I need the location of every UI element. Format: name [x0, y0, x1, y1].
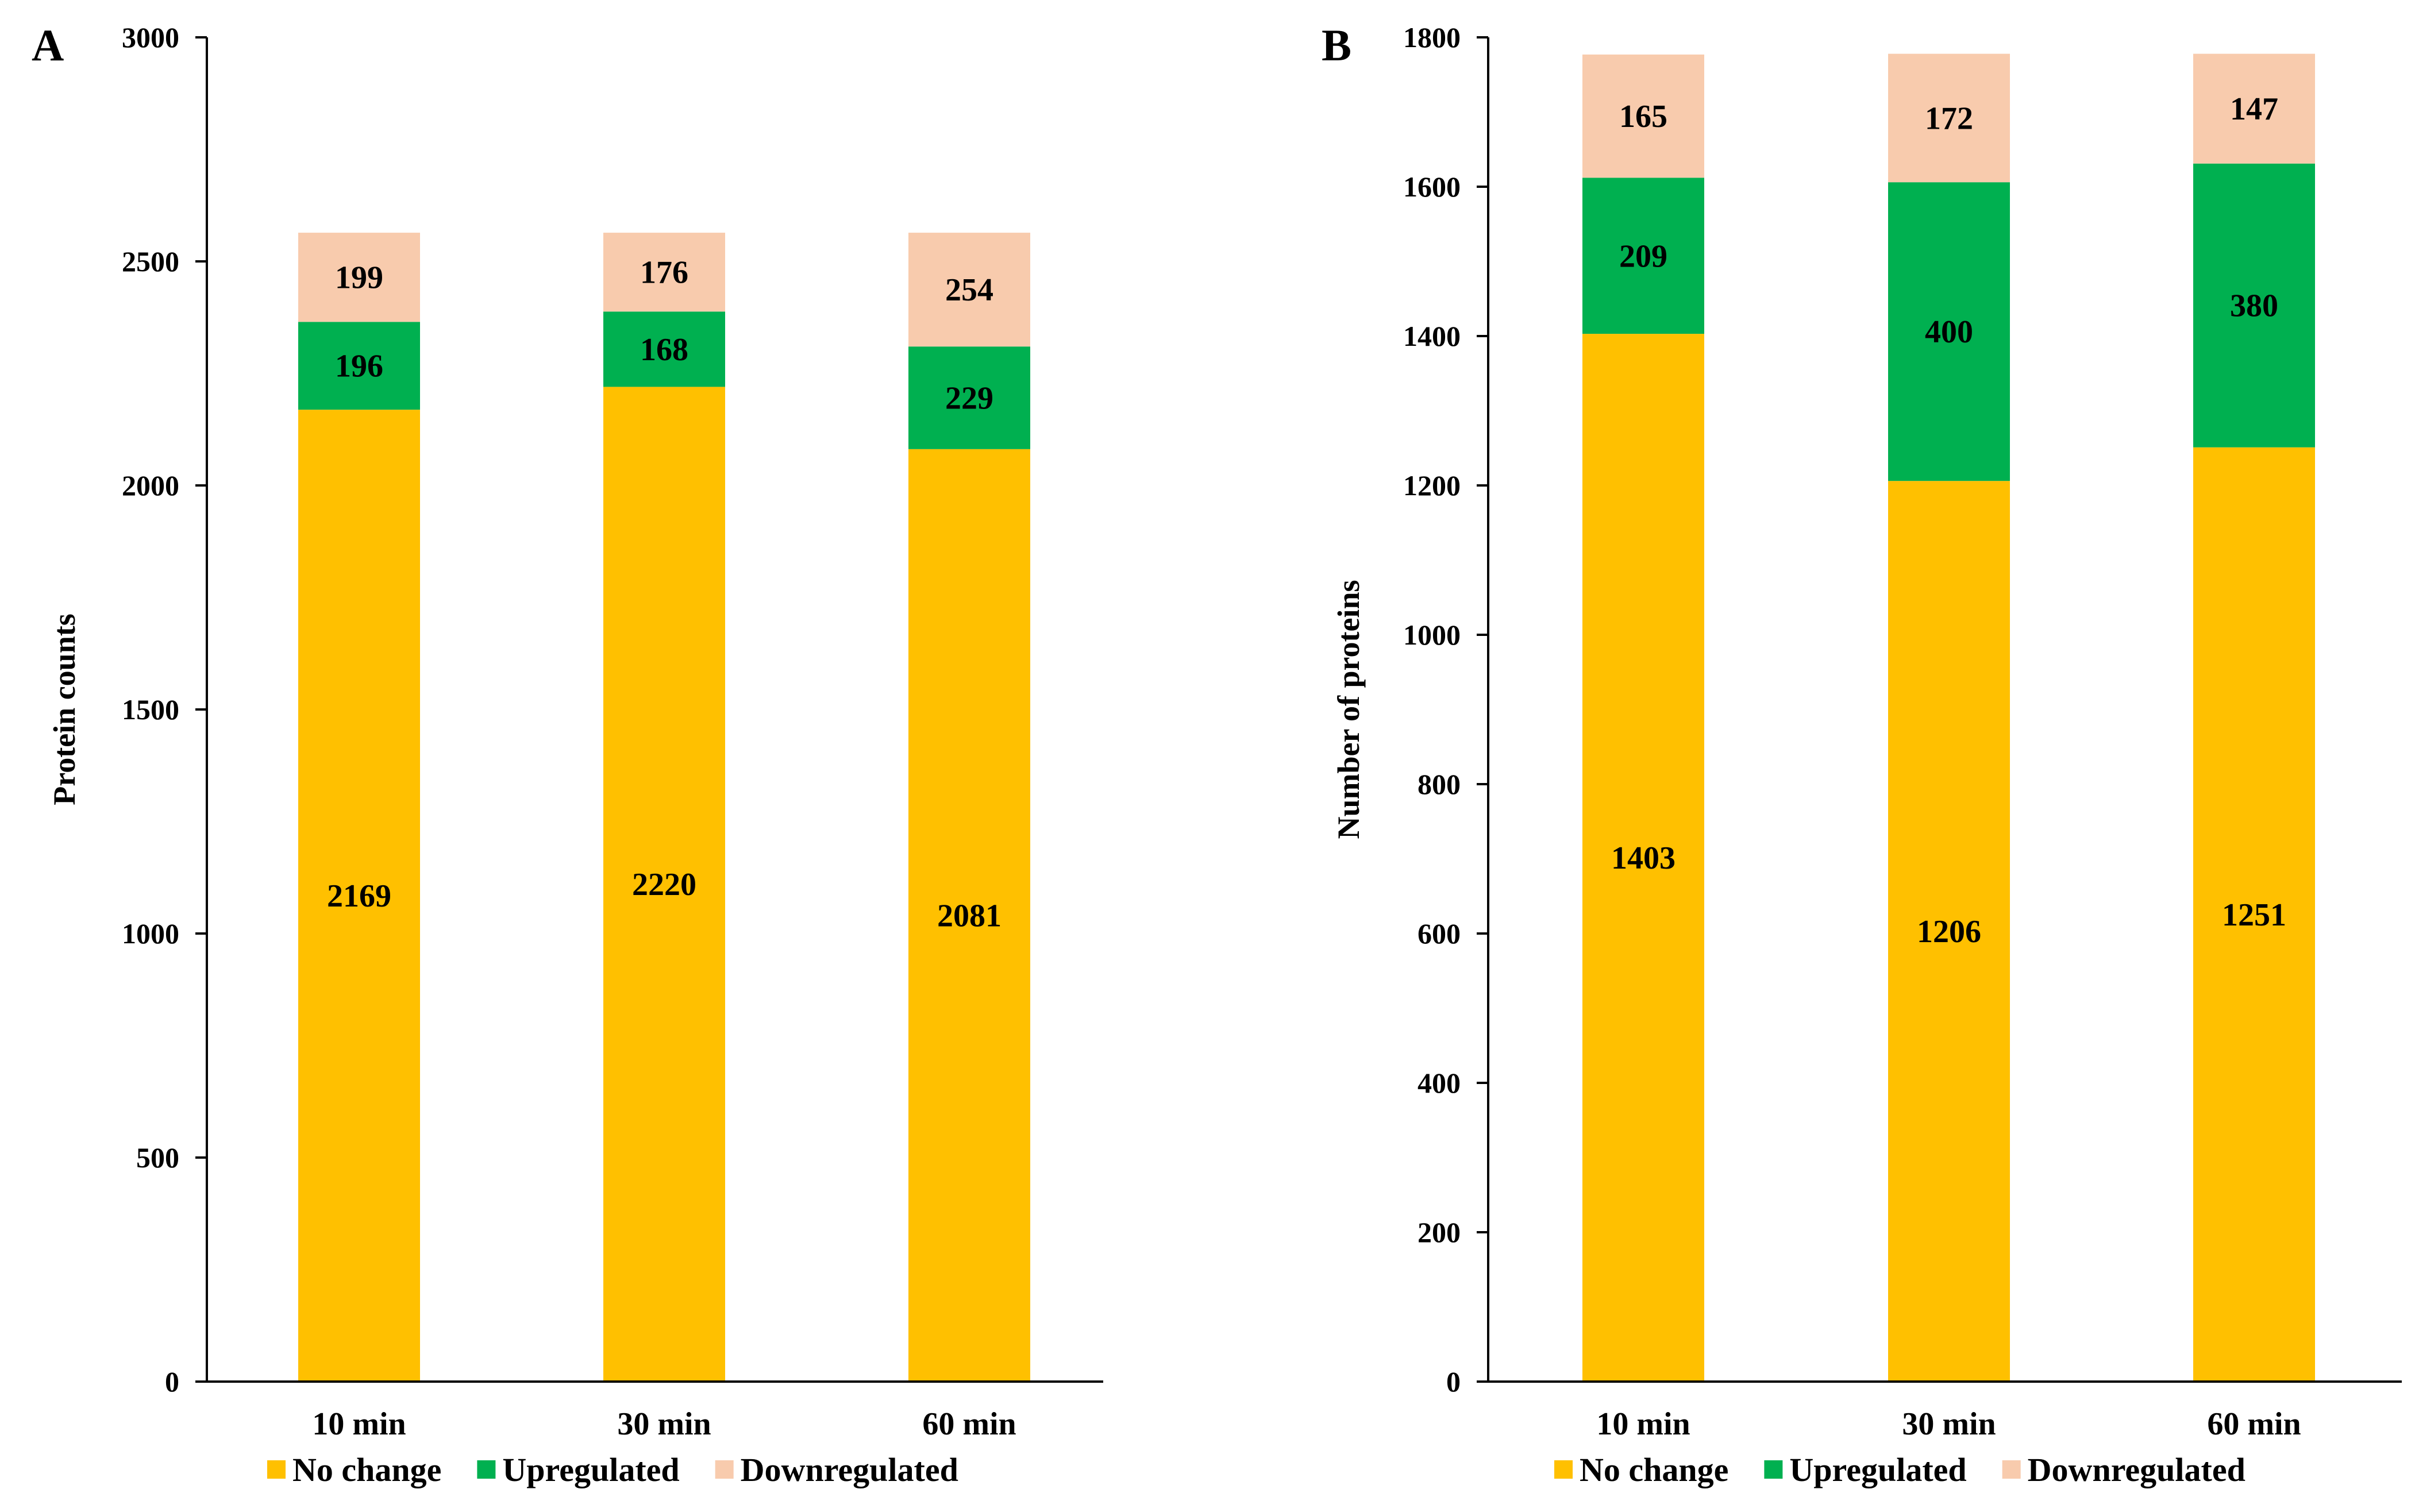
bar-b-downregulated-2: [1888, 53, 2010, 183]
x-tick-label-b-3: 60 min: [2207, 1406, 2301, 1442]
bar-b-upregulated-2: [1888, 182, 2010, 481]
data-label-a-upregulated-2: 168: [640, 332, 688, 368]
x-tick-label-a-2: 30 min: [617, 1406, 711, 1442]
data-label-a-upregulated-1: 196: [335, 349, 383, 384]
y-tick-label-a-1: 500: [136, 1141, 179, 1174]
y-tick-label-a-2: 1000: [122, 917, 179, 950]
legend-label-b-downregulated: Downregulated: [2028, 1451, 2245, 1488]
bar-a-no-change-1: [298, 410, 420, 1382]
y-tick-label-a-5: 2500: [122, 245, 179, 277]
data-label-a-upregulated-3: 229: [945, 381, 993, 416]
y-tick-label-b-4: 800: [1418, 768, 1461, 800]
y-tick-label-b-5: 1000: [1403, 619, 1461, 651]
bar-a-downregulated-2: [603, 233, 725, 312]
legend-swatch-a-no-change: [267, 1460, 286, 1479]
panel-b-label: B: [1322, 20, 1351, 70]
y-tick-label-b-2: 400: [1418, 1067, 1461, 1099]
y-tick-label-a-0: 0: [165, 1366, 179, 1398]
y-axis-title-a: Protein counts: [47, 614, 82, 805]
y-tick-label-b-9: 1800: [1403, 21, 1461, 53]
y-tick-label-b-7: 1400: [1403, 320, 1461, 352]
data-label-a-downregulated-1: 199: [335, 260, 383, 296]
bar-b-upregulated-1: [1582, 178, 1704, 334]
panel-a-label: A: [32, 20, 64, 70]
data-label-a-downregulated-2: 176: [640, 255, 688, 291]
data-label-b-downregulated-2: 172: [1925, 101, 1973, 136]
x-tick-label-b-2: 30 min: [1902, 1406, 1996, 1442]
y-tick-label-b-6: 1200: [1403, 469, 1461, 502]
data-label-b-upregulated-1: 209: [1619, 238, 1667, 274]
bar-a-no-change-2: [603, 387, 725, 1382]
y-tick-label-b-0: 0: [1446, 1366, 1461, 1398]
data-label-b-upregulated-3: 380: [2230, 288, 2278, 324]
legend-label-b-upregulated: Upregulated: [1789, 1451, 1966, 1488]
y-tick-label-a-3: 1500: [122, 693, 179, 726]
bar-a-no-change-3: [908, 449, 1030, 1382]
data-label-a-no-change-1: 2169: [327, 878, 391, 914]
data-label-a-no-change-2: 2220: [632, 867, 696, 902]
bar-a-upregulated-2: [603, 311, 725, 387]
legend-swatch-b-downregulated: [2002, 1460, 2021, 1479]
legend-label-a-no-change: No change: [292, 1451, 441, 1488]
data-label-b-downregulated-1: 165: [1619, 99, 1667, 134]
y-tick-label-b-3: 600: [1418, 917, 1461, 950]
bar-b-no-change-2: [1888, 481, 2010, 1382]
legend-label-b-no-change: No change: [1580, 1451, 1728, 1488]
legend-label-a-upregulated: Upregulated: [502, 1451, 679, 1488]
bar-a-downregulated-1: [298, 233, 420, 322]
data-label-b-downregulated-3: 147: [2230, 91, 2278, 127]
bar-b-upregulated-3: [2193, 163, 2315, 448]
legend-label-a-downregulated: Downregulated: [741, 1451, 958, 1488]
data-label-a-no-change-3: 2081: [937, 898, 1002, 934]
x-tick-label-b-1: 10 min: [1596, 1406, 1690, 1442]
data-label-b-no-change-2: 1206: [1917, 914, 1981, 950]
bar-b-downregulated-1: [1582, 54, 1704, 178]
x-tick-label-a-3: 60 min: [922, 1406, 1016, 1442]
data-label-a-downregulated-3: 254: [945, 272, 993, 308]
data-label-b-upregulated-2: 400: [1925, 314, 1973, 350]
y-axis-title-b: Number of proteins: [1331, 580, 1366, 839]
bar-a-upregulated-3: [908, 346, 1030, 449]
bar-b-no-change-1: [1582, 334, 1704, 1382]
legend-swatch-a-downregulated: [715, 1460, 734, 1479]
y-tick-label-a-4: 2000: [122, 469, 179, 502]
y-tick-label-b-8: 1600: [1403, 171, 1461, 203]
legend-swatch-a-upregulated: [477, 1460, 496, 1479]
legend-swatch-b-upregulated: [1764, 1460, 1783, 1479]
data-label-b-no-change-3: 1251: [2222, 897, 2286, 933]
bar-a-upregulated-1: [298, 322, 420, 410]
bar-b-downregulated-3: [2193, 53, 2315, 164]
data-label-b-no-change-1: 1403: [1611, 840, 1676, 876]
y-tick-label-b-1: 200: [1418, 1216, 1461, 1248]
y-tick-label-a-6: 3000: [122, 21, 179, 53]
bar-b-no-change-3: [2193, 447, 2315, 1382]
bar-a-downregulated-3: [908, 233, 1030, 347]
legend-swatch-b-no-change: [1554, 1460, 1573, 1479]
x-tick-label-a-1: 10 min: [312, 1406, 406, 1442]
